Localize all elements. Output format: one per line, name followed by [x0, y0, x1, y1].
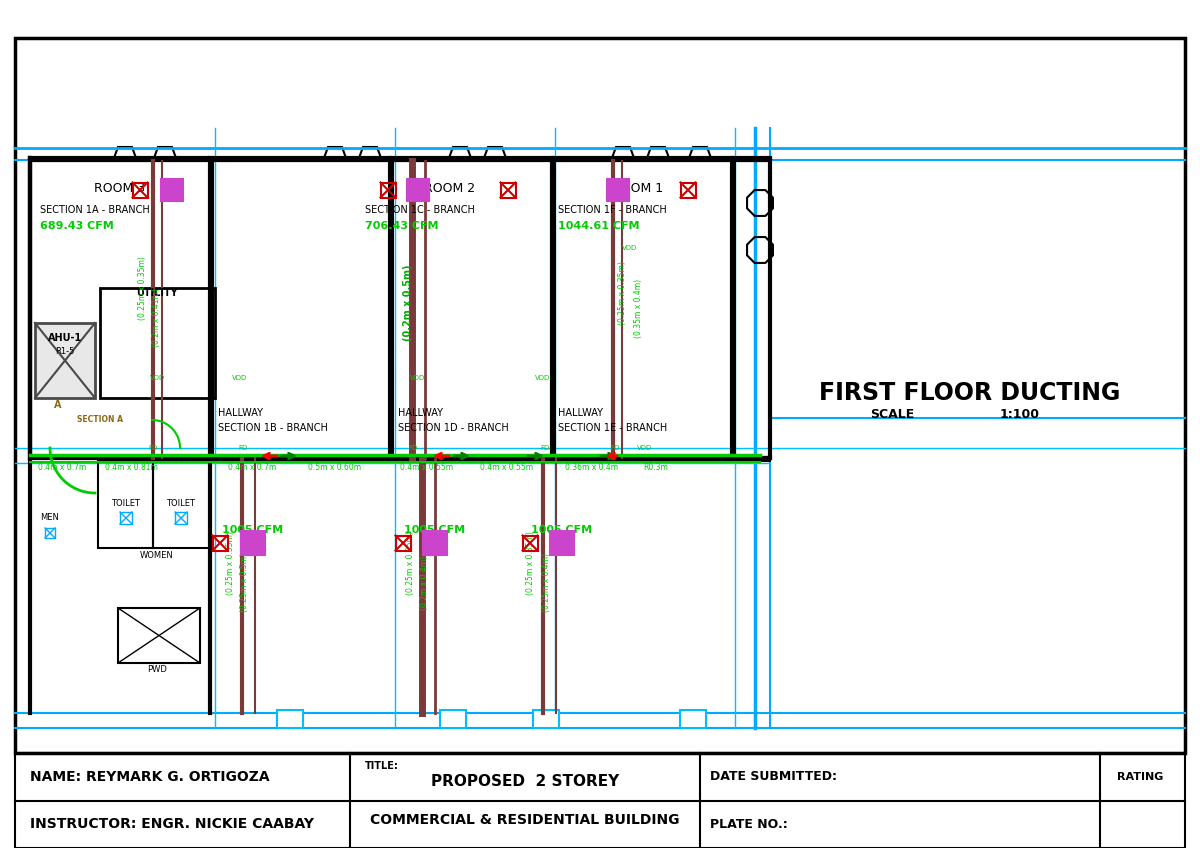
Bar — [680, 710, 706, 728]
Text: (0.35m x 0.4m): (0.35m x 0.4m) — [634, 278, 642, 338]
Text: A: A — [54, 400, 61, 410]
Text: HALLWAY: HALLWAY — [218, 408, 263, 418]
Text: 1005 CFM: 1005 CFM — [404, 525, 466, 535]
Text: 1044.61 CFM: 1044.61 CFM — [558, 221, 640, 231]
Text: ROOM 1: ROOM 1 — [612, 181, 664, 194]
Text: (0.25m x 0.35m): (0.25m x 0.35m) — [406, 531, 414, 595]
Bar — [120, 512, 132, 524]
Text: VDD: VDD — [623, 245, 637, 251]
Text: SECTION 1E - BRANCH: SECTION 1E - BRANCH — [558, 423, 667, 433]
Text: FD: FD — [149, 445, 157, 451]
Text: R0.3m: R0.3m — [643, 462, 668, 471]
Bar — [550, 531, 574, 555]
Text: SECTION 1C - BRANCH: SECTION 1C - BRANCH — [365, 205, 475, 215]
Text: VDD: VDD — [150, 375, 166, 381]
Text: ROOM 2: ROOM 2 — [425, 181, 475, 194]
Text: HALLWAY: HALLWAY — [398, 408, 443, 418]
Text: TOILET: TOILET — [112, 499, 140, 507]
Text: RATING: RATING — [1117, 772, 1163, 782]
Text: ROOM 3: ROOM 3 — [95, 181, 145, 194]
Text: AHU-1: AHU-1 — [48, 333, 82, 343]
Text: SECTION A: SECTION A — [77, 416, 124, 425]
Text: 0.5m x 0.60m: 0.5m x 0.60m — [308, 462, 361, 471]
Bar — [118, 608, 200, 663]
Text: (0.2m x 0.5m): (0.2m x 0.5m) — [403, 265, 413, 341]
Bar — [241, 531, 265, 555]
Text: NAME: REYMARK G. ORTIGOZA: NAME: REYMARK G. ORTIGOZA — [30, 770, 270, 784]
Text: 0.4m x 0.81m: 0.4m x 0.81m — [106, 462, 158, 471]
Text: FD: FD — [540, 445, 550, 451]
Bar — [212, 535, 228, 550]
Text: SECTION 1A - BRANCH: SECTION 1A - BRANCH — [40, 205, 150, 215]
Text: 689.43 CFM: 689.43 CFM — [40, 221, 114, 231]
Text: 1005 CFM: 1005 CFM — [222, 525, 283, 535]
Text: COMMERCIAL & RESIDENTIAL BUILDING: COMMERCIAL & RESIDENTIAL BUILDING — [371, 813, 679, 827]
Text: INSTRUCTOR: ENGR. NICKIE CAABAY: INSTRUCTOR: ENGR. NICKIE CAABAY — [30, 817, 314, 831]
Text: PWD: PWD — [148, 666, 167, 674]
Text: (0.2m x 0.41m): (0.2m x 0.41m) — [152, 288, 162, 348]
Bar — [380, 182, 396, 198]
Bar — [522, 535, 538, 550]
Bar — [100, 288, 215, 398]
Text: TITLE:: TITLE: — [365, 761, 398, 771]
Bar — [680, 182, 696, 198]
Text: FD: FD — [611, 445, 619, 451]
Text: (0.25m x 0.5m): (0.25m x 0.5m) — [240, 554, 250, 612]
Text: 706.43 CFM: 706.43 CFM — [365, 221, 438, 231]
Bar — [277, 710, 302, 728]
Bar — [424, 531, 446, 555]
Bar — [46, 528, 55, 538]
Bar — [161, 179, 182, 201]
Text: TOILET: TOILET — [167, 499, 196, 507]
Text: (0.25m x 0.35m): (0.25m x 0.35m) — [527, 531, 535, 595]
Bar — [533, 710, 559, 728]
Text: SECTION 1D - BRANCH: SECTION 1D - BRANCH — [398, 423, 509, 433]
Text: (0.25m x 0.4m): (0.25m x 0.4m) — [541, 554, 551, 612]
Text: (0.25m x 0.35m): (0.25m x 0.35m) — [138, 256, 146, 320]
Bar — [440, 710, 466, 728]
Text: R1-5: R1-5 — [55, 347, 74, 355]
Text: SECTION 1B - BRANCH: SECTION 1B - BRANCH — [218, 423, 328, 433]
Text: FD: FD — [408, 445, 418, 451]
Text: (0.2m x 0.4m): (0.2m x 0.4m) — [420, 556, 428, 610]
Text: 0.4m x 0.7m: 0.4m x 0.7m — [228, 462, 276, 471]
Bar — [175, 512, 187, 524]
Bar — [98, 460, 154, 548]
Text: FIRST FLOOR DUCTING: FIRST FLOOR DUCTING — [820, 381, 1121, 405]
Text: DATE SUBMITTED:: DATE SUBMITTED: — [710, 771, 838, 784]
Bar — [132, 182, 148, 198]
Bar — [14, 38, 1186, 753]
Text: (0.25m x 0.35m): (0.25m x 0.35m) — [226, 531, 234, 595]
Text: VDD: VDD — [637, 445, 653, 451]
Text: 0.4m x 0.7m: 0.4m x 0.7m — [38, 462, 86, 471]
Bar — [14, 753, 1186, 848]
Text: HALLWAY: HALLWAY — [558, 408, 604, 418]
Text: SECTION 1F - BRANCH: SECTION 1F - BRANCH — [558, 205, 667, 215]
Text: 0.36m x 0.4m: 0.36m x 0.4m — [565, 462, 618, 471]
Text: WOMEN: WOMEN — [140, 550, 174, 560]
Text: 1:100: 1:100 — [1000, 409, 1040, 421]
Text: MEN: MEN — [41, 514, 60, 522]
Text: PROPOSED  2 STOREY: PROPOSED 2 STOREY — [431, 773, 619, 789]
Bar — [30, 160, 770, 458]
Text: VDD: VDD — [410, 375, 426, 381]
Bar — [407, 179, 430, 201]
Text: 0.4m x 0.55m: 0.4m x 0.55m — [400, 462, 454, 471]
Text: 0.4m x 0.55m: 0.4m x 0.55m — [480, 462, 533, 471]
Bar — [500, 182, 516, 198]
Text: SCALE: SCALE — [870, 409, 914, 421]
Bar — [154, 460, 210, 548]
Text: FD: FD — [239, 445, 247, 451]
Bar — [607, 179, 629, 201]
Text: PLATE NO.:: PLATE NO.: — [710, 817, 787, 830]
Bar — [35, 323, 95, 398]
Text: VDD: VDD — [233, 375, 247, 381]
Text: VDD: VDD — [535, 375, 551, 381]
Text: UTILITY: UTILITY — [136, 288, 178, 298]
Text: 1005 CFM: 1005 CFM — [532, 525, 593, 535]
Text: (0.25m x 0.35m): (0.25m x 0.35m) — [618, 261, 628, 325]
Bar — [396, 535, 410, 550]
